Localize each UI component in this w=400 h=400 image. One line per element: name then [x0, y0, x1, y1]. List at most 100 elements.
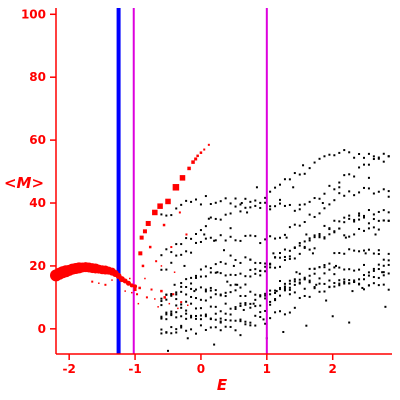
data-point [308, 237, 311, 240]
data-point [377, 157, 380, 160]
data-point [160, 304, 163, 307]
data-point [167, 349, 169, 352]
data-point [308, 213, 311, 216]
data-point [209, 236, 212, 239]
data-point [204, 225, 207, 228]
data-point [204, 313, 207, 316]
highlight-point [125, 280, 131, 286]
data-point [308, 248, 311, 251]
data-point [244, 294, 247, 297]
data-point [165, 311, 168, 314]
data-point [377, 263, 380, 266]
data-point [234, 329, 237, 332]
data-point [214, 289, 217, 292]
highlight-point [160, 289, 163, 293]
highlight-point [172, 293, 175, 296]
data-point [279, 256, 281, 259]
data-point [185, 293, 188, 296]
data-point [283, 282, 286, 285]
highlight-point [187, 304, 189, 306]
data-point [229, 325, 232, 328]
data-point [160, 268, 163, 271]
data-point [279, 280, 281, 283]
data-point [363, 156, 365, 159]
data-point [195, 317, 197, 320]
highlight-point [91, 280, 94, 283]
data-point [264, 270, 267, 273]
data-point [234, 307, 237, 310]
data-point [264, 322, 267, 325]
data-point [313, 197, 316, 200]
data-point [244, 275, 247, 278]
data-point [325, 299, 328, 302]
data-point [318, 236, 321, 239]
y-tick-label: 40 [29, 196, 46, 210]
data-point [195, 314, 197, 317]
data-point [353, 269, 356, 272]
data-point [353, 194, 356, 197]
data-point [358, 166, 361, 169]
data-point [387, 155, 390, 158]
data-point [367, 163, 370, 166]
data-point [323, 290, 326, 293]
data-point [313, 287, 316, 290]
data-point [353, 220, 356, 223]
data-point [303, 294, 306, 297]
data-point [170, 214, 173, 217]
data-point [219, 261, 222, 264]
data-point [338, 284, 341, 287]
data-point [229, 212, 232, 215]
highlight-points-group [50, 143, 210, 310]
data-point [377, 249, 380, 252]
data-point [199, 314, 202, 317]
data-point [279, 286, 281, 289]
data-point [298, 242, 301, 245]
data-point [239, 294, 242, 297]
data-point [254, 268, 257, 271]
data-point [353, 218, 356, 221]
data-point [214, 293, 217, 296]
data-point [328, 262, 331, 265]
data-point [372, 213, 375, 216]
y-tick-label: 0 [38, 322, 46, 336]
data-point [313, 236, 316, 239]
data-point [293, 209, 296, 212]
data-point [348, 321, 351, 324]
data-point [318, 234, 321, 237]
data-point [293, 278, 296, 281]
data-point [219, 200, 222, 203]
data-point [170, 326, 173, 329]
data-point [343, 216, 346, 219]
data-point [234, 289, 237, 292]
data-point [246, 211, 249, 214]
highlight-point [111, 279, 113, 281]
highlight-point [162, 223, 166, 227]
data-point [353, 156, 356, 159]
highlight-point [157, 306, 159, 308]
data-point [303, 287, 306, 290]
data-point [224, 239, 227, 242]
data-point [372, 282, 375, 285]
data-point [353, 280, 356, 283]
data-point [249, 306, 252, 309]
data-point [204, 275, 207, 278]
data-point [209, 267, 212, 270]
data-point [323, 264, 326, 267]
data-point [343, 268, 346, 271]
data-point [254, 261, 257, 264]
data-point [190, 302, 193, 305]
data-point [239, 334, 242, 337]
data-point [293, 172, 296, 175]
highlight-point [124, 290, 126, 292]
data-point [367, 271, 370, 274]
data-point [279, 183, 281, 186]
data-point [229, 273, 232, 276]
data-point [305, 233, 308, 236]
data-point [223, 249, 225, 252]
data-point [175, 291, 178, 294]
data-point [259, 269, 262, 272]
data-point [377, 268, 380, 271]
data-point [224, 325, 227, 328]
